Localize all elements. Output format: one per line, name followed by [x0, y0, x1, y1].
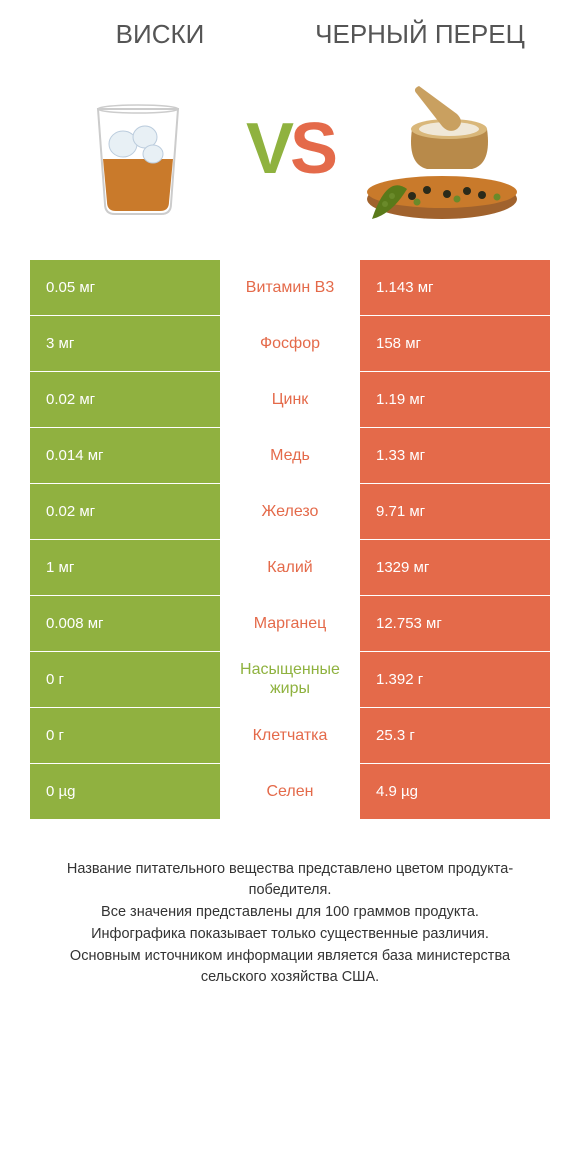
nutrient-name-cell: Насыщенные жиры [220, 652, 360, 707]
right-value-cell: 1329 мг [360, 540, 550, 595]
footer-line-1: Название питательного вещества представл… [36, 859, 544, 903]
left-value-cell: 3 мг [30, 316, 220, 371]
left-value-cell: 0.05 мг [30, 260, 220, 315]
left-value-cell: 0 г [30, 652, 220, 707]
nutrient-name-cell: Калий [220, 540, 360, 595]
left-value-cell: 1 мг [30, 540, 220, 595]
nutrient-name-cell: Медь [220, 428, 360, 483]
right-value-cell: 1.33 мг [360, 428, 550, 483]
whisky-glass-icon [73, 79, 203, 219]
right-value-cell: 1.392 г [360, 652, 550, 707]
vs-letter-s: S [290, 109, 334, 189]
left-product-title: ВИСКИ [30, 20, 290, 49]
right-value-cell: 25.3 г [360, 708, 550, 763]
nutrient-name-cell: Витамин B3 [220, 260, 360, 315]
footer-line-3: Инфографика показывает только существенн… [36, 924, 544, 946]
right-value-cell: 12.753 мг [360, 596, 550, 651]
right-value-cell: 4.9 µg [360, 764, 550, 819]
whisky-image [30, 69, 246, 229]
table-row: 1 мгКалий1329 мг [30, 539, 550, 595]
table-row: 0 µgСелен4.9 µg [30, 763, 550, 819]
right-value-cell: 158 мг [360, 316, 550, 371]
left-value-cell: 0.02 мг [30, 484, 220, 539]
table-row: 0 гКлетчатка25.3 г [30, 707, 550, 763]
comparison-images: VS [30, 69, 550, 229]
table-row: 0.008 мгМарганец12.753 мг [30, 595, 550, 651]
table-row: 0.02 мгЦинк1.19 мг [30, 371, 550, 427]
table-row: 0.05 мгВитамин B31.143 мг [30, 259, 550, 315]
table-row: 0.014 мгМедь1.33 мг [30, 427, 550, 483]
nutrient-name-cell: Цинк [220, 372, 360, 427]
left-value-cell: 0.014 мг [30, 428, 220, 483]
left-value-cell: 0 µg [30, 764, 220, 819]
left-value-cell: 0.008 мг [30, 596, 220, 651]
footer-notes: Название питательного вещества представл… [30, 859, 550, 990]
left-value-cell: 0 г [30, 708, 220, 763]
vs-label: VS [246, 108, 334, 190]
comparison-header: ВИСКИ ЧЕРНЫЙ ПЕРЕЦ [30, 20, 550, 49]
table-row: 0 гНасыщенные жиры1.392 г [30, 651, 550, 707]
table-row: 0.02 мгЖелезо9.71 мг [30, 483, 550, 539]
pepper-image [334, 69, 550, 229]
right-value-cell: 9.71 мг [360, 484, 550, 539]
right-value-cell: 1.19 мг [360, 372, 550, 427]
nutrient-comparison-table: 0.05 мгВитамин B31.143 мг3 мгФосфор158 м… [30, 259, 550, 819]
footer-line-2: Все значения представлены для 100 граммо… [36, 902, 544, 924]
right-value-cell: 1.143 мг [360, 260, 550, 315]
left-value-cell: 0.02 мг [30, 372, 220, 427]
nutrient-name-cell: Железо [220, 484, 360, 539]
nutrient-name-cell: Клетчатка [220, 708, 360, 763]
vs-letter-v: V [246, 109, 290, 189]
nutrient-name-cell: Фосфор [220, 316, 360, 371]
footer-line-4: Основным источником информации является … [36, 946, 544, 990]
pepper-mortar-icon [357, 74, 527, 224]
table-row: 3 мгФосфор158 мг [30, 315, 550, 371]
nutrient-name-cell: Марганец [220, 596, 360, 651]
right-product-title: ЧЕРНЫЙ ПЕРЕЦ [290, 20, 550, 49]
nutrient-name-cell: Селен [220, 764, 360, 819]
